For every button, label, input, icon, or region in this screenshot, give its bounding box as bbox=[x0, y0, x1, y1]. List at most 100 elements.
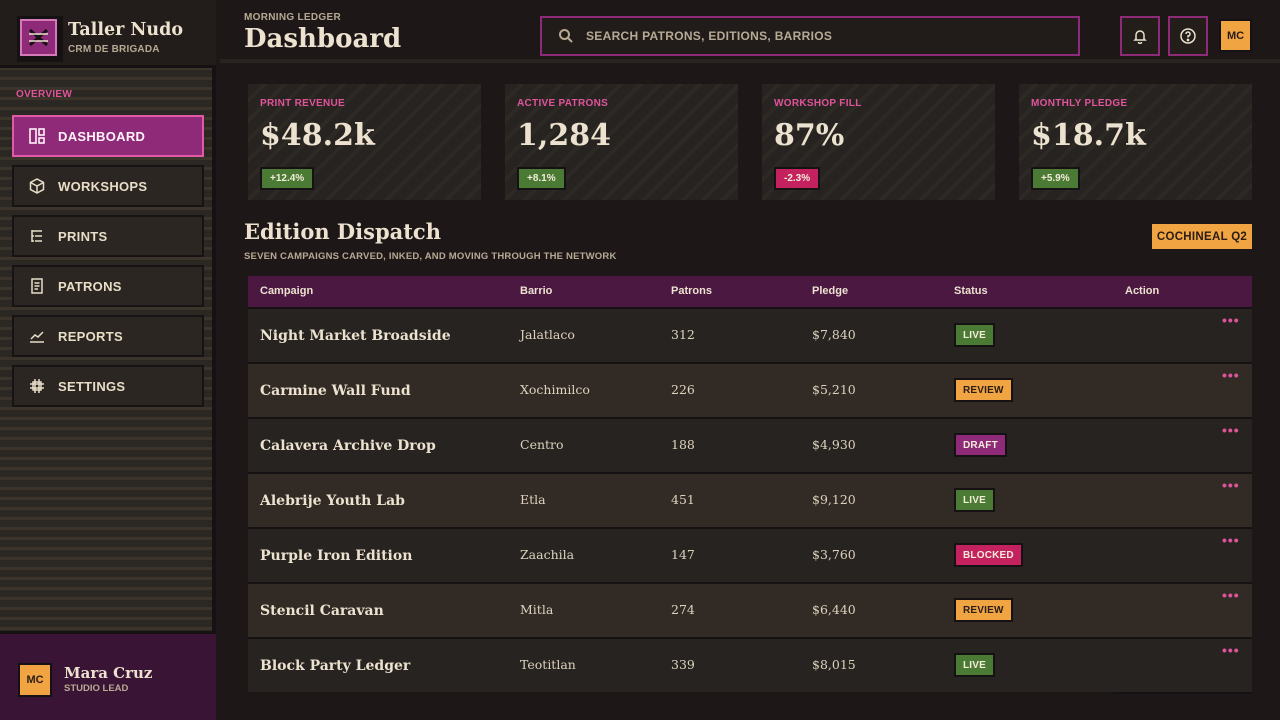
status-badge: LIVE bbox=[954, 653, 996, 677]
more-options-icon[interactable]: ••• bbox=[1222, 587, 1240, 603]
sidebar-item-label: REPORTS bbox=[58, 328, 123, 344]
sidebar-item-label: WORKSHOPS bbox=[58, 178, 148, 194]
barrio-cell: Mitla bbox=[520, 602, 554, 617]
stat-delta-badge: +8.1% bbox=[517, 167, 566, 190]
document-icon bbox=[28, 277, 46, 295]
list-tree-icon bbox=[28, 227, 46, 245]
column-header: Action bbox=[1125, 285, 1160, 297]
campaign-name[interactable]: Calavera Archive Drop bbox=[260, 438, 436, 454]
campaign-name[interactable]: Carmine Wall Fund bbox=[260, 383, 411, 399]
help-button[interactable] bbox=[1168, 16, 1208, 56]
user-profile[interactable]: MC Mara Cruz STUDIO LEAD bbox=[0, 631, 216, 720]
campaign-name[interactable]: Stencil Caravan bbox=[260, 603, 384, 619]
brand-name: Taller Nudo bbox=[68, 20, 184, 40]
pledge-cell: $8,015 bbox=[812, 657, 856, 672]
notifications-button[interactable] bbox=[1120, 16, 1160, 56]
section-subtitle: SEVEN CAMPAIGNS CARVED, INKED, AND MOVIN… bbox=[244, 251, 617, 262]
user-name: Mara Cruz bbox=[64, 664, 153, 682]
sidebar-item-settings[interactable]: SETTINGS bbox=[12, 365, 204, 407]
pledge-cell: $7,840 bbox=[812, 327, 856, 342]
bell-icon bbox=[1132, 28, 1148, 44]
more-options-icon[interactable]: ••• bbox=[1222, 532, 1240, 548]
search-bar[interactable] bbox=[540, 16, 1080, 56]
status-badge: LIVE bbox=[954, 323, 996, 347]
user-role: STUDIO LEAD bbox=[64, 683, 129, 694]
barrio-cell: Zaachila bbox=[520, 547, 575, 562]
nav-section-label: OVERVIEW bbox=[16, 89, 73, 100]
stat-card-patrons: ACTIVE PATRONS 1,284 +8.1% bbox=[505, 84, 738, 200]
sidebar-item-prints[interactable]: PRINTS bbox=[12, 215, 204, 257]
brand-subtitle: CRM DE BRIGADA bbox=[68, 44, 160, 55]
patrons-cell: 339 bbox=[671, 657, 695, 672]
page-kicker: MORNING LEDGER bbox=[244, 12, 341, 23]
row-action-cell: ••• bbox=[1113, 474, 1252, 529]
more-options-icon[interactable]: ••• bbox=[1222, 642, 1240, 658]
stat-label: MONTHLY PLEDGE bbox=[1031, 98, 1128, 109]
cube-icon bbox=[28, 177, 46, 195]
status-badge: BLOCKED bbox=[954, 543, 1023, 567]
column-header[interactable]: Campaign bbox=[260, 285, 314, 297]
sidebar-item-label: PRINTS bbox=[58, 228, 108, 244]
table-row[interactable]: Stencil Caravan Mitla 274 $6,440 REVIEW ••• bbox=[248, 582, 1252, 639]
campaign-table: Campaign Barrio Patrons Pledge Status Ac… bbox=[248, 276, 1252, 694]
pledge-cell: $5,210 bbox=[812, 382, 856, 397]
brand-logo[interactable] bbox=[17, 16, 63, 62]
row-action-cell: ••• bbox=[1113, 529, 1252, 584]
table-row[interactable]: Alebrije Youth Lab Etla 451 $9,120 LIVE ••• bbox=[248, 472, 1252, 529]
more-options-icon[interactable]: ••• bbox=[1222, 367, 1240, 383]
stat-card-revenue: PRINT REVENUE $48.2k +12.4% bbox=[248, 84, 481, 200]
stat-card-workshop-fill: WORKSHOP FILL 87% -2.3% bbox=[762, 84, 995, 200]
campaign-name[interactable]: Block Party Ledger bbox=[260, 658, 411, 674]
patrons-cell: 274 bbox=[671, 602, 695, 617]
sidebar-item-label: PATRONS bbox=[58, 278, 122, 294]
barrio-cell: Teotitlan bbox=[520, 657, 576, 672]
column-header[interactable]: Patrons bbox=[671, 285, 712, 297]
more-options-icon[interactable]: ••• bbox=[1222, 422, 1240, 438]
campaign-name[interactable]: Purple Iron Edition bbox=[260, 548, 413, 564]
stat-value: 1,284 bbox=[517, 118, 611, 153]
patrons-cell: 188 bbox=[671, 437, 695, 452]
table-row[interactable]: Carmine Wall Fund Xochimilco 226 $5,210 REVI… bbox=[248, 362, 1252, 419]
brand-header: Taller Nudo CRM DE BRIGADA bbox=[0, 0, 216, 68]
patrons-cell: 312 bbox=[671, 327, 695, 342]
table-row[interactable]: Block Party Ledger Teotitlan 339 $8,015 LIVE… bbox=[248, 637, 1252, 694]
row-action-cell: ••• bbox=[1113, 584, 1252, 639]
sidebar-item-reports[interactable]: REPORTS bbox=[12, 315, 204, 357]
sidebar: Taller Nudo CRM DE BRIGADA OVERVIEW DASH… bbox=[0, 0, 216, 720]
stat-card-pledge: MONTHLY PLEDGE $18.7k +5.9% bbox=[1019, 84, 1252, 200]
status-badge: REVIEW bbox=[954, 378, 1013, 402]
sidebar-item-workshops[interactable]: WORKSHOPS bbox=[12, 165, 204, 207]
pledge-cell: $6,440 bbox=[812, 602, 856, 617]
avatar: MC bbox=[18, 663, 52, 697]
column-header[interactable]: Status bbox=[954, 285, 988, 297]
sidebar-item-label: DASHBOARD bbox=[58, 128, 146, 144]
column-header[interactable]: Barrio bbox=[520, 285, 553, 297]
pledge-cell: $4,930 bbox=[812, 437, 856, 452]
grid-gear-icon bbox=[28, 377, 46, 395]
status-badge: REVIEW bbox=[954, 598, 1013, 622]
section-title: Edition Dispatch bbox=[244, 219, 441, 244]
barrio-cell: Jalatlaco bbox=[520, 327, 575, 342]
more-options-icon[interactable]: ••• bbox=[1222, 477, 1240, 493]
sidebar-item-dashboard[interactable]: DASHBOARD bbox=[12, 115, 204, 157]
table-row[interactable]: Calavera Archive Drop Centro 188 $4,930 DRAF… bbox=[248, 417, 1252, 474]
column-header[interactable]: Pledge bbox=[812, 285, 849, 297]
barrio-cell: Xochimilco bbox=[520, 382, 590, 397]
sidebar-item-patrons[interactable]: PATRONS bbox=[12, 265, 204, 307]
avatar[interactable]: MC bbox=[1219, 19, 1252, 52]
stat-value: $18.7k bbox=[1031, 118, 1146, 153]
chart-line-icon bbox=[28, 327, 46, 345]
status-badge: DRAFT bbox=[954, 433, 1007, 457]
filter-chip[interactable]: COCHINEAL Q2 bbox=[1152, 224, 1252, 249]
campaign-name[interactable]: Alebrije Youth Lab bbox=[260, 493, 405, 509]
pledge-cell: $3,760 bbox=[812, 547, 856, 562]
barrio-cell: Centro bbox=[520, 437, 564, 452]
more-options-icon[interactable]: ••• bbox=[1222, 312, 1240, 328]
barrio-cell: Etla bbox=[520, 492, 546, 507]
stat-delta-badge: +12.4% bbox=[260, 167, 315, 190]
campaign-name[interactable]: Night Market Broadside bbox=[260, 328, 451, 344]
patrons-cell: 451 bbox=[671, 492, 695, 507]
search-input[interactable] bbox=[586, 29, 1066, 43]
table-row[interactable]: Night Market Broadside Jalatlaco 312 $7,840… bbox=[248, 307, 1252, 364]
table-row[interactable]: Purple Iron Edition Zaachila 147 $3,760 BLOC… bbox=[248, 527, 1252, 584]
